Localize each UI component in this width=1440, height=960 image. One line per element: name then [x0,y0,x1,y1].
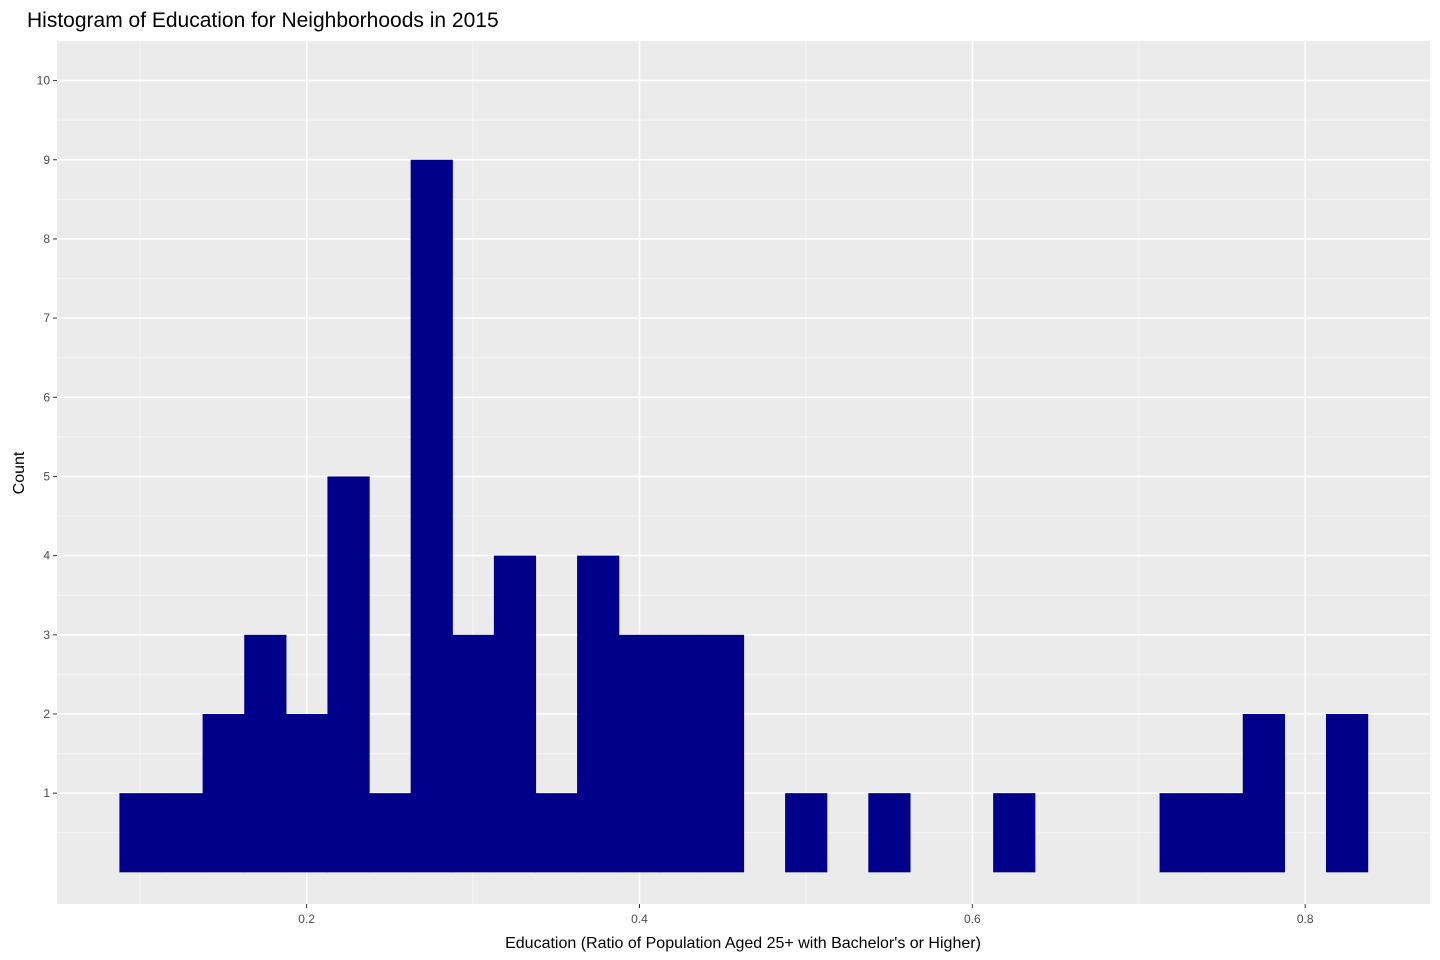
histogram-bar [285,713,329,873]
histogram-bar [993,793,1036,873]
histogram-bar [1325,713,1369,873]
histogram-bar [327,476,370,873]
histogram-bars [119,159,1369,873]
x-tick-label: 0.2 [298,912,315,926]
x-tick-label: 0.4 [631,912,648,926]
y-axis-title: Count [11,451,28,494]
histogram-bar [1201,793,1244,873]
histogram-bar [1159,793,1202,873]
histogram-bar [161,793,204,873]
y-tick-label: 3 [43,628,50,642]
histogram-bar [1242,713,1285,873]
histogram-bar [202,713,245,873]
histogram-bar [701,634,745,873]
y-axis: 1 2 3 4 5 6 7 8 9 10 [37,74,57,800]
histogram-bar [369,793,412,873]
y-tick-label: 10 [37,74,51,88]
y-tick-label: 6 [43,390,50,404]
histogram-bar [452,634,495,873]
histogram-bar [868,793,911,873]
chart-title: Histogram of Education for Neighborhoods… [27,9,499,32]
histogram-bar [493,555,537,873]
x-axis: 0.2 0.4 0.6 0.8 [298,904,1314,926]
y-tick-label: 7 [43,311,50,325]
y-tick-label: 1 [43,786,50,800]
y-tick-label: 8 [43,232,50,246]
y-tick-label: 9 [43,153,50,167]
x-tick-label: 0.8 [1297,912,1314,926]
minor-grid [57,41,1430,904]
histogram-bar [785,793,828,873]
x-axis-title: Education (Ratio of Population Aged 25+ … [505,935,981,952]
histogram-bar [535,793,578,873]
histogram-bar [410,159,453,873]
y-tick-label: 2 [43,707,50,721]
x-tick-label: 0.6 [964,912,981,926]
y-tick-label: 5 [43,469,50,483]
y-tick-label: 4 [43,549,50,563]
histogram-bar [618,634,661,873]
histogram-bar [244,634,287,873]
histogram-bar [119,793,162,873]
histogram-bar [660,634,703,873]
histogram-bar [577,555,620,873]
